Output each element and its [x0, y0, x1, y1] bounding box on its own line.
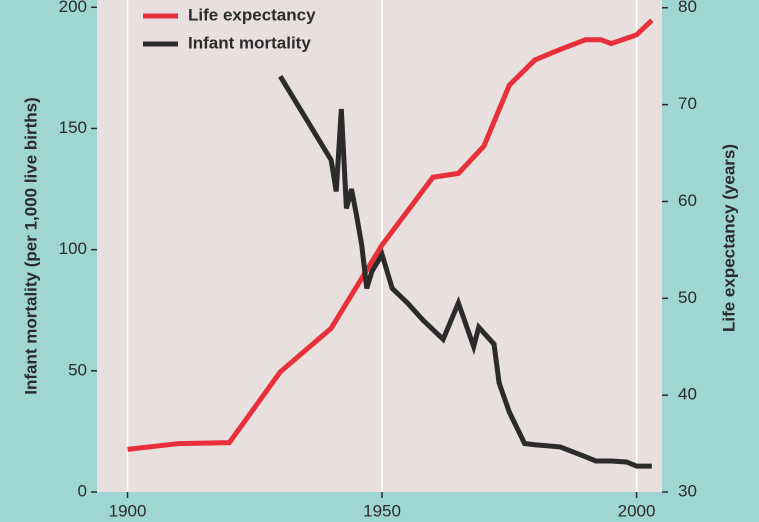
- x-tick-label: 1900: [109, 501, 147, 520]
- series-line: [127, 18, 654, 452]
- y2-tick-label: 40: [678, 385, 697, 404]
- legend-label: Life expectancy: [188, 5, 316, 24]
- y-tick-label: 50: [68, 360, 87, 379]
- x-tick-label: 2000: [618, 501, 656, 520]
- y-tick-label: 0: [78, 481, 87, 500]
- y-axis-label: Infant mortality (per 1,000 live births): [21, 97, 40, 395]
- y2-tick-label: 60: [678, 191, 697, 210]
- series-line: [278, 75, 652, 469]
- y2-tick-label: 70: [678, 94, 697, 113]
- y2-axis-label: Life expectancy (years): [719, 144, 738, 332]
- y-tick-label: 150: [59, 118, 87, 137]
- y2-tick-label: 80: [678, 0, 697, 16]
- x-tick-label: 1950: [363, 501, 401, 520]
- y2-tick-label: 30: [678, 481, 697, 500]
- legend-label: Infant mortality: [188, 33, 311, 52]
- y-tick-label: 100: [59, 239, 87, 258]
- y2-tick-label: 50: [678, 288, 697, 307]
- y-tick-label: 200: [59, 0, 87, 16]
